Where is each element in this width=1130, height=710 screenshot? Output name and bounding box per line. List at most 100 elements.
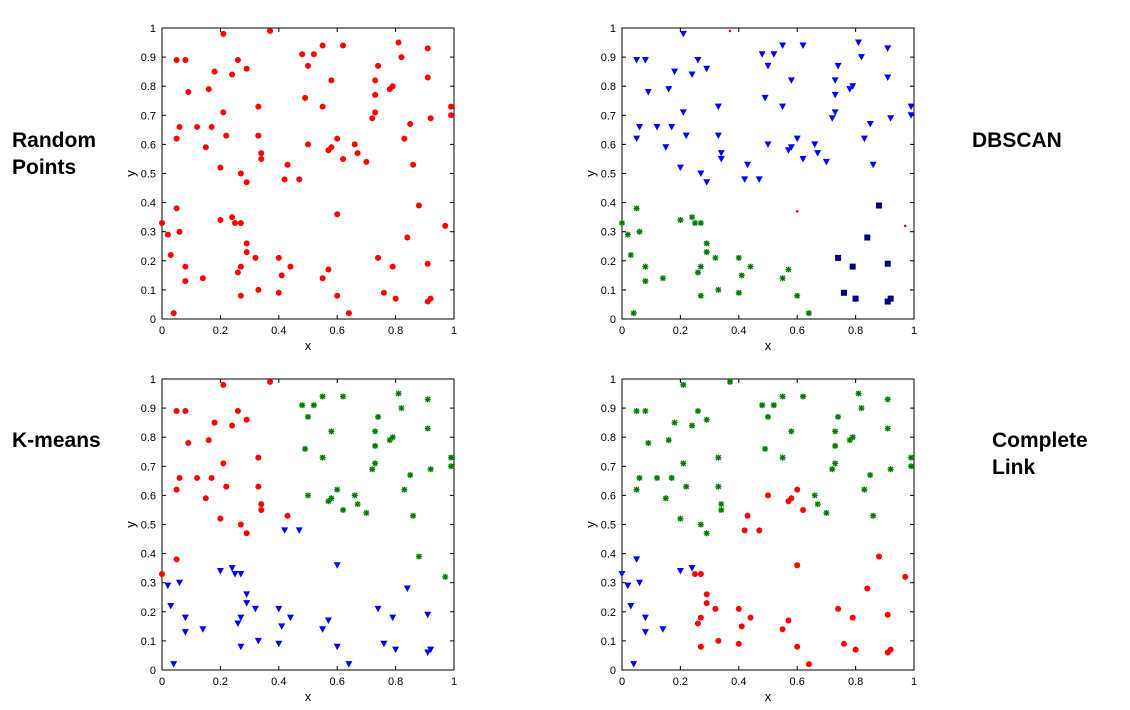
y-tick-label: 0 [610,314,616,326]
data-point [694,620,701,627]
data-point [811,141,819,148]
y-tick-label: 0 [150,314,156,326]
data-point [765,492,771,499]
data-point [800,506,807,513]
data-point [703,600,710,607]
data-point [223,483,230,490]
data-point [202,144,209,151]
data-point [636,228,643,235]
plot-random: 0 0.2 0.4 0.6 0.8 1 0 0.1 0.2 0.3 0.4 0.5 0.6 0.7 0.8 0… [123,23,457,353]
data-point [832,428,839,435]
data-point [694,57,702,64]
data-point [636,579,644,587]
data-point [870,512,877,519]
x-tick-label: 1 [451,325,457,337]
data-point [832,442,839,449]
data-point [305,413,311,420]
data-point [645,440,652,447]
data-point [712,254,719,261]
data-point [173,408,180,415]
data-point [662,144,670,151]
y-tick-label: 0.2 [601,607,616,619]
data-point [372,442,379,449]
y-tick-label: 0.7 [141,110,156,122]
data-point [237,292,244,299]
data-point [407,472,414,479]
data-point [718,506,725,513]
data-point [194,474,201,481]
data-point [234,620,242,627]
data-point [202,495,209,502]
data-point [683,483,690,490]
x-tick-label: 0 [619,325,625,337]
data-point [659,275,666,282]
label-kmeans: K-means [12,427,132,454]
x-tick-label: 0.8 [388,676,403,688]
data-point [624,231,631,238]
data-point [448,463,455,470]
data-point [679,109,687,116]
plot-dbscan: 0 0.2 0.4 0.6 0.8 1 0 0.1 0.2 0.3 0.4 0.5 0.6 0.7 0.8 0… [583,23,917,353]
data-point [415,202,422,209]
data-point [697,521,704,528]
data-point [424,260,431,267]
y-tick-label: 1 [610,374,616,386]
series-1 [619,205,812,317]
data-point [855,39,863,47]
data-point [822,158,830,166]
data-point [334,292,341,299]
x-tick-label: 0.2 [673,676,688,688]
data-point [328,428,335,435]
data-point [211,68,218,75]
data-point [372,428,379,435]
y-tick-label: 0.6 [141,139,156,151]
data-point [325,498,332,505]
data-point [369,115,376,122]
data-point [389,263,396,270]
data-point [251,605,259,613]
data-point [234,408,241,415]
data-point [223,132,230,139]
y-tick-label: 0.3 [601,578,616,590]
data-point [170,310,177,317]
data-point [799,155,807,163]
data-point [642,408,649,415]
data-point [164,231,171,238]
y-tick-label: 0.2 [141,607,156,619]
data-point [688,71,696,79]
data-point [220,381,227,388]
x-tick-label: 0.4 [731,325,746,337]
data-point [887,115,895,122]
data-point [633,135,641,143]
data-point [869,161,877,169]
data-point [689,422,696,429]
data-point [641,614,649,622]
label-line: DBSCAN [972,129,1062,152]
data-point [814,150,822,157]
data-point [747,614,754,621]
data-point [738,623,745,630]
y-tick-label: 0.3 [141,227,156,239]
data-point [633,205,640,212]
data-point [633,408,640,415]
data-point [255,103,262,110]
data-point [834,62,842,70]
x-tick-label: 0.6 [330,325,345,337]
data-point [333,562,341,569]
data-point [715,637,722,644]
data-point [427,646,435,654]
data-point [159,219,165,226]
data-point [442,573,449,580]
data-point [369,466,376,473]
y-tick-label: 0.5 [141,520,156,532]
data-point [243,179,250,186]
data-point [424,649,432,657]
data-point [217,217,224,224]
data-point [744,161,752,169]
data-point [295,527,303,534]
data-point [345,661,353,668]
data-point [758,51,766,58]
data-point [302,94,309,101]
data-point [703,530,710,537]
x-tick-label: 1 [911,325,917,337]
